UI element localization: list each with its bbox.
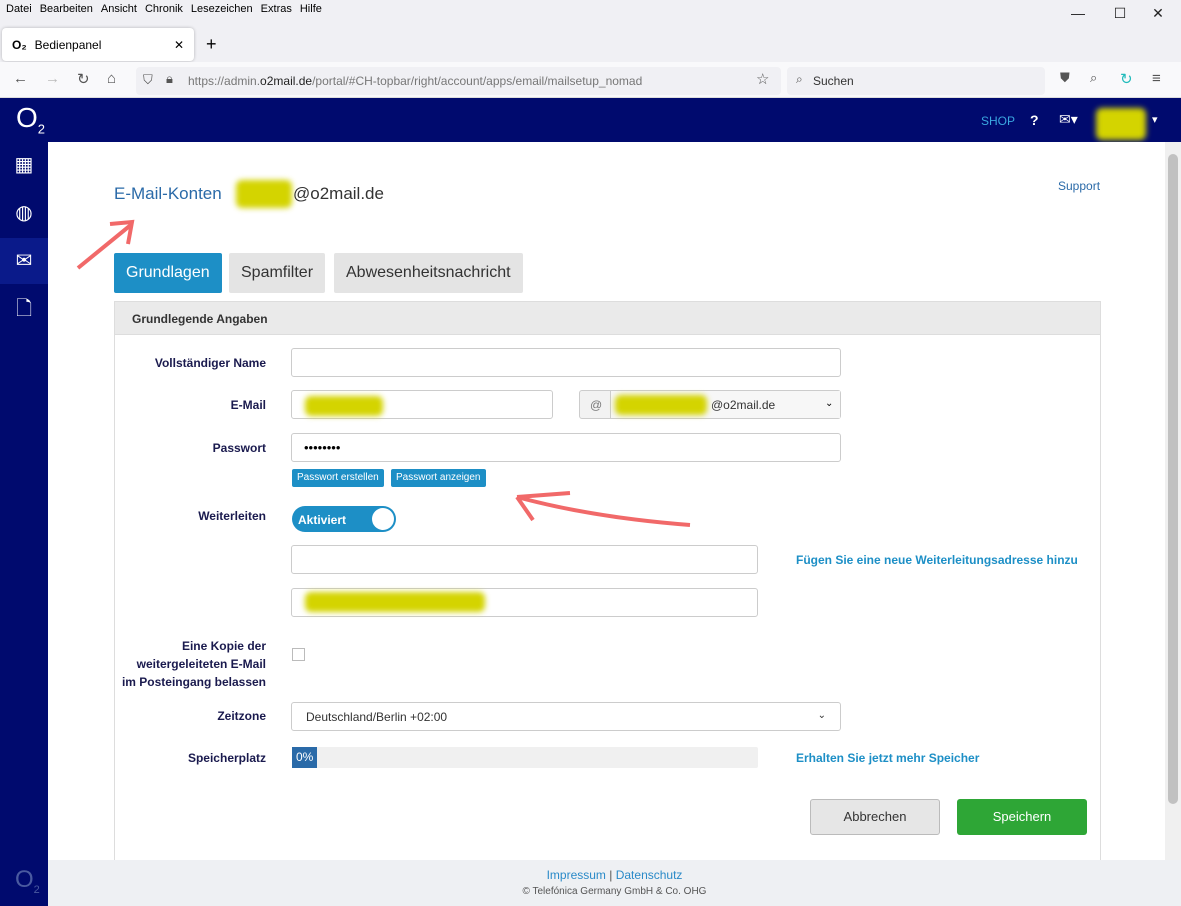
- tab-bar: [0, 20, 1181, 62]
- globe-icon[interactable]: ◍: [15, 202, 33, 224]
- lock-icon[interactable]: 🔒︎: [166, 71, 173, 86]
- mail-icon[interactable]: ✉: [0, 238, 48, 284]
- timezone-select[interactable]: Deutschland/Berlin +02:00 ⌄: [291, 702, 841, 731]
- menu-ansicht[interactable]: Ansicht: [100, 3, 137, 15]
- chevron-down-icon: ⌄: [825, 398, 834, 409]
- o2-favicon-icon: O₂: [12, 37, 27, 52]
- mail-menu-icon[interactable]: ✉▾: [1059, 111, 1078, 127]
- maximize-icon[interactable]: ☐: [1113, 5, 1127, 21]
- menu-hilfe[interactable]: Hilfe: [299, 3, 322, 15]
- search-input[interactable]: Suchen: [787, 67, 1045, 95]
- pocket-icon[interactable]: ⛊: [1060, 70, 1070, 85]
- menu-extras[interactable]: Extras: [260, 3, 292, 15]
- forward-label: Weiterleiten: [198, 509, 266, 523]
- forward-icon[interactable]: →: [45, 70, 60, 87]
- minimize-icon[interactable]: —: [1071, 5, 1085, 21]
- storage-progress-fill: 0%: [292, 747, 318, 768]
- show-password-button[interactable]: Passwort anzeigen: [391, 469, 486, 487]
- footer: Impressum | Datenschutz © Telefónica Ger…: [48, 860, 1181, 906]
- timezone-label: Zeitzone: [217, 709, 266, 723]
- password-label: Passwort: [212, 441, 266, 455]
- search-icon: ⌕: [796, 72, 803, 86]
- storage-progress: 0%: [292, 747, 758, 768]
- at-sign: @: [590, 398, 603, 412]
- document-icon[interactable]: 🗋︎: [15, 298, 33, 320]
- tab-grundlagen[interactable]: Grundlagen: [114, 253, 222, 293]
- datenschutz-link[interactable]: Datenschutz: [615, 868, 683, 882]
- support-link[interactable]: Support: [1058, 179, 1101, 193]
- home-icon[interactable]: ⌂: [107, 70, 117, 87]
- breadcrumb-email-accounts[interactable]: E-Mail-Konten: [114, 184, 222, 203]
- section-header: Grundlegende Angaben: [114, 301, 1101, 335]
- forward-toggle[interactable]: Aktiviert: [292, 506, 396, 532]
- scrollbar-thumb[interactable]: [1168, 154, 1178, 804]
- more-storage-link[interactable]: Erhalten Sie jetzt mehr Speicher: [796, 751, 980, 765]
- menu-chronik[interactable]: Chronik: [144, 3, 183, 15]
- o2-logo[interactable]: O2: [16, 102, 46, 137]
- cancel-button[interactable]: Abbrechen: [810, 799, 940, 835]
- sync-icon[interactable]: ↻: [1120, 71, 1133, 88]
- chevron-down-icon: ⌄: [817, 710, 826, 721]
- url-bar[interactable]: https://admin.o2mail.de/portal/#CH-topba…: [136, 67, 781, 95]
- redacted-domain: [615, 395, 707, 415]
- zoom-icon[interactable]: ⌕: [1090, 70, 1098, 85]
- save-button[interactable]: Speichern: [957, 799, 1087, 835]
- add-forward-link[interactable]: Fügen Sie eine neue Weiterleitungsadress…: [796, 553, 1078, 567]
- chevron-down-icon[interactable]: ▾: [1152, 114, 1158, 126]
- top-bar: [0, 98, 1181, 142]
- hamburger-menu-icon[interactable]: ≡: [1152, 70, 1161, 87]
- help-icon[interactable]: ?: [1030, 112, 1039, 128]
- redacted-username: [236, 180, 292, 208]
- menu-bar: Datei Bearbeiten Ansicht Chronik Lesezei…: [0, 0, 1181, 20]
- tab-spamfilter[interactable]: Spamfilter: [229, 253, 326, 293]
- password-input[interactable]: ••••••••: [291, 433, 841, 462]
- shield-icon[interactable]: ⛉: [143, 72, 153, 87]
- full-name-label: Vollständiger Name: [154, 356, 266, 370]
- close-tab-icon[interactable]: ✕: [173, 37, 184, 52]
- create-password-button[interactable]: Passwort erstellen: [292, 469, 384, 487]
- copy-checkbox[interactable]: [292, 648, 305, 661]
- tab-abwesenheitsnachricht[interactable]: Abwesenheitsnachricht: [334, 253, 523, 293]
- form-panel: [114, 335, 1101, 860]
- breadcrumb-domain: @o2mail.de: [293, 184, 384, 203]
- menu-lesezeichen[interactable]: Lesezeichen: [190, 3, 253, 15]
- close-window-icon[interactable]: ✕: [1152, 5, 1164, 21]
- menu-datei[interactable]: Datei: [6, 3, 32, 15]
- footer-separator: |: [609, 868, 613, 882]
- redacted-email: [305, 396, 383, 416]
- menu-bearbeiten[interactable]: Bearbeiten: [39, 3, 93, 15]
- tab-title: Bedienpanel: [34, 37, 102, 52]
- o2-footer-logo: O2: [15, 866, 40, 896]
- toggle-label: Aktiviert: [298, 513, 347, 527]
- browser-tab[interactable]: O₂ Bedienpanel ✕: [2, 28, 194, 61]
- email-label: E-Mail: [230, 398, 266, 412]
- redacted-user: [1096, 108, 1146, 140]
- reload-icon[interactable]: ↻: [77, 71, 90, 88]
- copy-label: Eine Kopie der weitergeleiteten E-Mail im …: [121, 639, 266, 689]
- new-tab-icon[interactable]: +: [206, 34, 217, 54]
- full-name-input[interactable]: [291, 348, 841, 377]
- redacted-forward-address: [305, 592, 485, 612]
- bookmark-star-icon[interactable]: ☆: [756, 71, 770, 88]
- toggle-knob: [372, 508, 394, 530]
- copyright: © Telefónica Germany GmbH & Co. OHG: [522, 886, 707, 897]
- storage-label: Speicherplatz: [187, 751, 266, 765]
- apps-grid-icon[interactable]: ▦: [14, 154, 34, 176]
- impressum-link[interactable]: Impressum: [546, 868, 606, 882]
- shop-link[interactable]: SHOP: [981, 114, 1016, 128]
- back-icon[interactable]: ←: [13, 70, 28, 87]
- forward-address-input[interactable]: [291, 545, 758, 574]
- domain-value: @o2mail.de: [711, 398, 776, 412]
